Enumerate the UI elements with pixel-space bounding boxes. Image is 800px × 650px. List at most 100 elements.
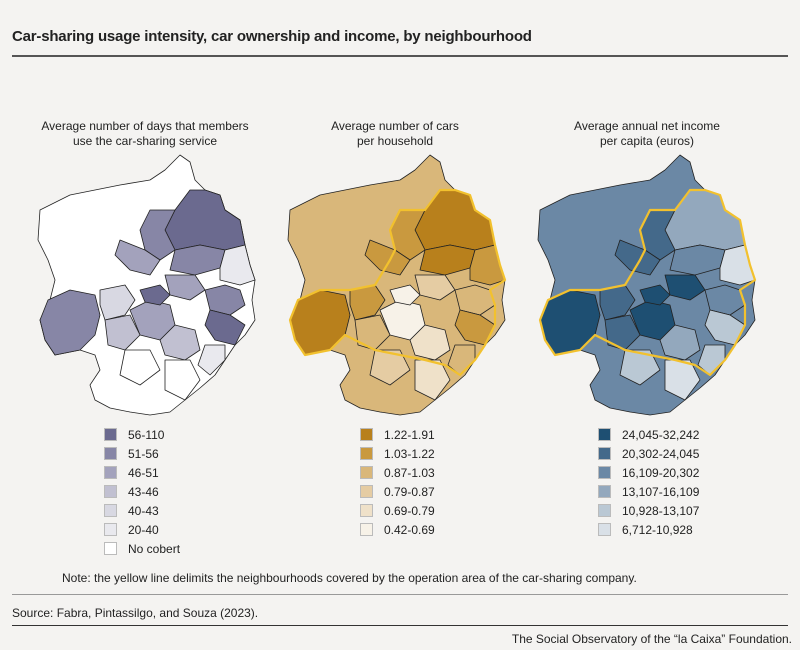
neighbourhood xyxy=(369,349,411,386)
legend-item: 40-43 xyxy=(104,501,180,520)
map-title-usage: Average number of days that members use … xyxy=(15,119,275,149)
legend-label: 56-110 xyxy=(128,427,165,442)
legend-label: 13,107-16,109 xyxy=(622,484,700,499)
footer-rule xyxy=(12,594,788,595)
neighbourhood xyxy=(119,349,161,386)
legend-item: 20-40 xyxy=(104,520,180,539)
legend-label: 0.79-0.87 xyxy=(384,484,435,499)
legend-label: 20,302-24,045 xyxy=(622,446,700,461)
legend-swatch xyxy=(598,428,611,441)
legend-label: 40-43 xyxy=(128,503,159,518)
legend-income: 24,045-32,242 20,302-24,045 16,109-20,30… xyxy=(598,425,699,539)
legend-label: 51-56 xyxy=(128,446,159,461)
legend-label: 6,712-10,928 xyxy=(622,522,693,537)
legend-label: 16,109-20,302 xyxy=(622,465,700,480)
neighbourhood xyxy=(639,284,671,306)
legend-swatch xyxy=(104,504,117,517)
legend-swatch xyxy=(360,523,373,536)
legend-item: 6,712-10,928 xyxy=(598,520,699,539)
chart-title: Car-sharing usage intensity, car ownersh… xyxy=(12,28,532,45)
neighbourhood xyxy=(414,274,456,301)
legend-item: 51-56 xyxy=(104,444,180,463)
neighbourhood xyxy=(159,324,201,361)
legend-item: 24,045-32,242 xyxy=(598,425,699,444)
neighbourhood xyxy=(139,209,176,261)
neighbourhood xyxy=(204,309,246,346)
neighbourhood xyxy=(219,244,256,286)
map-title-line: Average annual net income xyxy=(574,119,720,133)
legend-label: 43-46 xyxy=(128,484,159,499)
legend-item: 1.22-1.91 xyxy=(360,425,435,444)
legend-swatch xyxy=(598,466,611,479)
map-title-income: Average annual net income per capita (eu… xyxy=(517,119,777,149)
legend-swatch xyxy=(598,447,611,460)
neighbourhood xyxy=(619,349,661,386)
neighbourhood xyxy=(409,324,451,361)
operation-area-outline xyxy=(288,188,507,377)
legend-swatch xyxy=(360,447,373,460)
legend-swatch xyxy=(104,466,117,479)
legend-label: 10,928-13,107 xyxy=(622,503,700,518)
legend-swatch xyxy=(104,447,117,460)
choropleth-maps xyxy=(37,154,757,416)
legend-item: 20,302-24,045 xyxy=(598,444,699,463)
legend-item: 13,107-16,109 xyxy=(598,482,699,501)
legend-cars: 1.22-1.91 1.03-1.22 0.87-1.03 0.79-0.87 … xyxy=(360,425,435,539)
neighbourhood xyxy=(659,324,701,361)
neighbourhood xyxy=(389,284,421,306)
legend-label: 20-40 xyxy=(128,522,159,537)
legend-swatch xyxy=(360,485,373,498)
legend-swatch xyxy=(598,504,611,517)
legend-item: 10,928-13,107 xyxy=(598,501,699,520)
bottom-rule xyxy=(12,625,788,626)
map-income xyxy=(537,154,757,416)
legend-label: 0.87-1.03 xyxy=(384,465,435,480)
neighbourhood xyxy=(664,274,706,301)
legend-swatch xyxy=(598,523,611,536)
legend-label: 0.69-0.79 xyxy=(384,503,435,518)
map-title-line: use the car-sharing service xyxy=(72,134,218,148)
map-cars xyxy=(287,154,507,416)
legend-item: 56-110 xyxy=(104,425,180,444)
legend-swatch xyxy=(360,466,373,479)
source-text: Source: Fabra, Pintassilgo, and Souza (2… xyxy=(12,606,259,620)
neighbourhood xyxy=(664,359,701,401)
legend-item: 0.69-0.79 xyxy=(360,501,435,520)
legend-swatch xyxy=(104,428,117,441)
legend-swatch xyxy=(360,504,373,517)
legend-item: 46-51 xyxy=(104,463,180,482)
neighbourhood xyxy=(164,274,206,301)
map-usage xyxy=(37,154,256,416)
legend-swatch xyxy=(360,428,373,441)
legend-item: 1.03-1.22 xyxy=(360,444,435,463)
title-rule xyxy=(12,55,788,57)
legend-label: 24,045-32,242 xyxy=(622,427,700,442)
neighbourhood xyxy=(99,284,136,321)
legend-item: 0.87-1.03 xyxy=(360,463,435,482)
map-title-line: Average number of days that members xyxy=(41,119,249,133)
map-title-cars: Average number of cars per household xyxy=(265,119,525,149)
neighbourhood xyxy=(164,359,201,401)
legend-swatch xyxy=(104,485,117,498)
map-title-line: per household xyxy=(356,134,434,148)
neighbourhood xyxy=(104,314,141,351)
neighbourhood xyxy=(197,344,226,376)
neighbourhood xyxy=(139,284,171,306)
operation-area-outline xyxy=(538,188,757,377)
legend-item: 0.42-0.69 xyxy=(360,520,435,539)
legend-label: 46-51 xyxy=(128,465,159,480)
legend-item: 43-46 xyxy=(104,482,180,501)
neighbourhood xyxy=(39,289,101,356)
legend-swatch xyxy=(104,542,117,555)
neighbourhood xyxy=(114,239,161,276)
legend-label: 0.42-0.69 xyxy=(384,522,435,537)
legend-label: 1.03-1.22 xyxy=(384,446,435,461)
legend-swatch xyxy=(104,523,117,536)
map-title-line: per capita (euros) xyxy=(599,134,695,148)
legend-item: 16,109-20,302 xyxy=(598,463,699,482)
legend-swatch xyxy=(598,485,611,498)
credit-text: The Social Observatory of the “la Caixa”… xyxy=(511,632,792,646)
legend-label: 1.22-1.91 xyxy=(384,427,435,442)
legend-usage: 56-110 51-56 46-51 43-46 40-43 20-40 No … xyxy=(104,425,180,558)
legend-label: No cobert xyxy=(128,541,181,556)
